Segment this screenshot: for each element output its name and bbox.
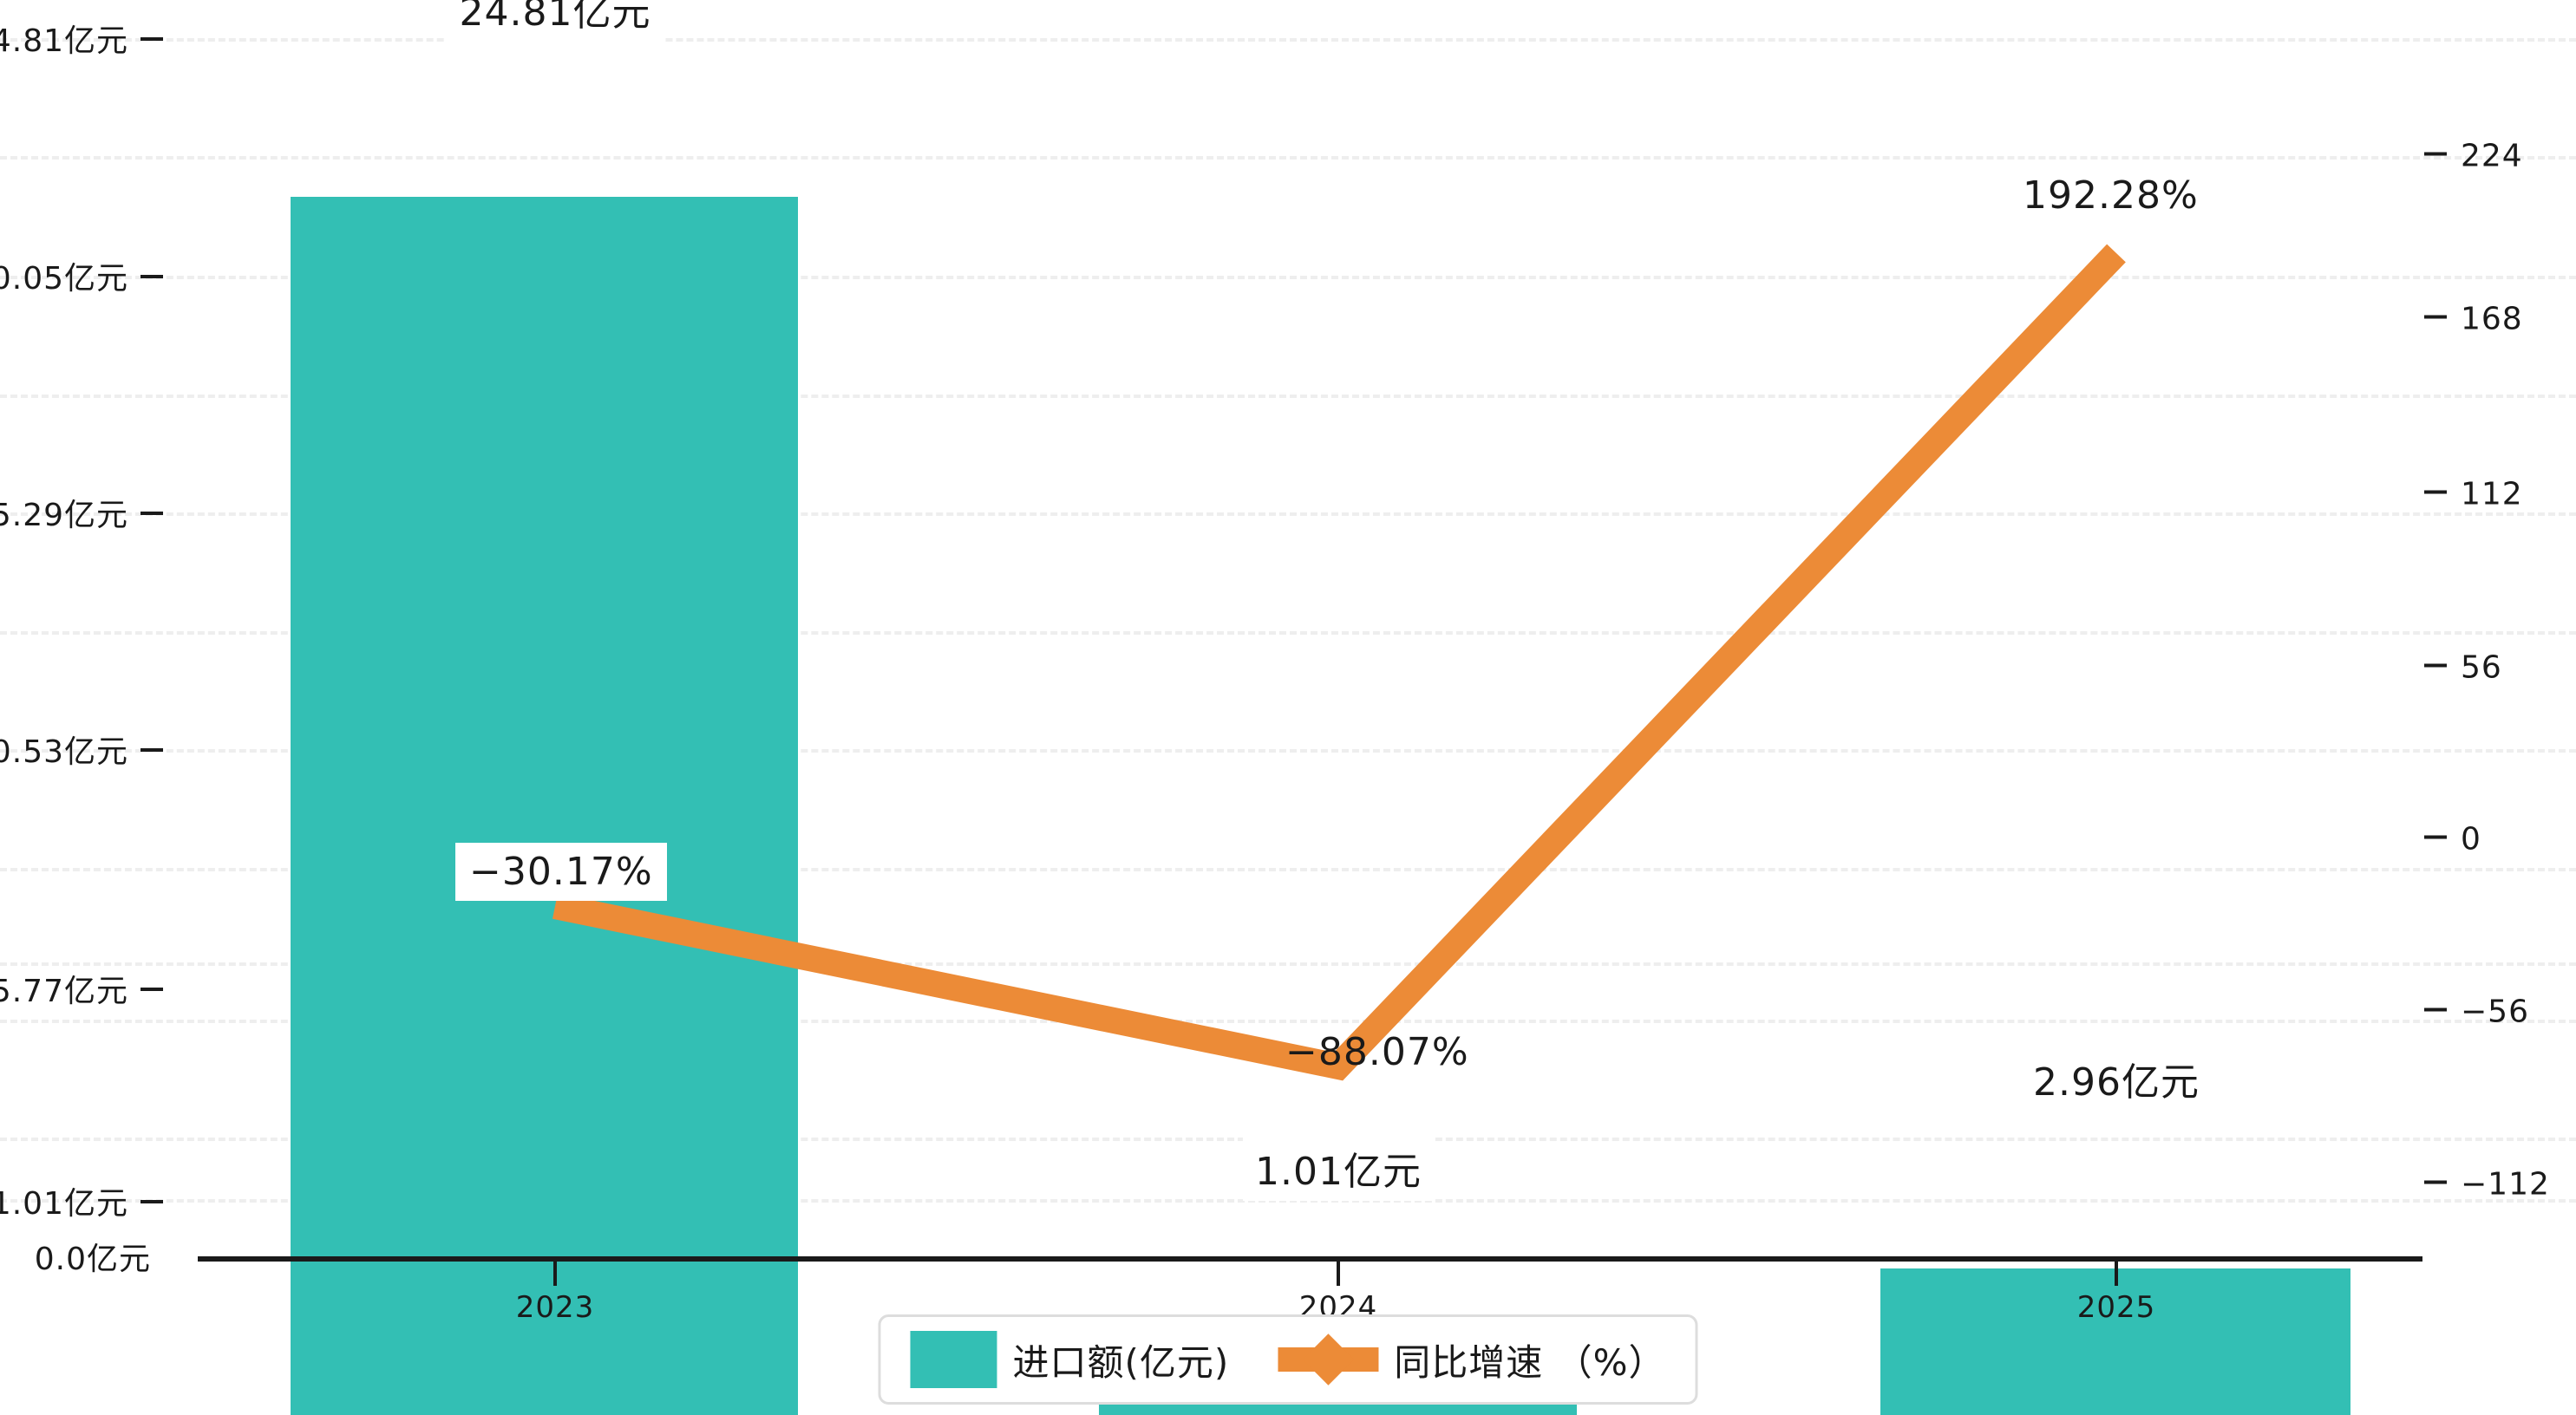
left-axis-tick-label: 1.01亿元 <box>0 1186 128 1222</box>
tick-dash-icon <box>141 1200 163 1203</box>
tick-dash-icon <box>2424 315 2447 319</box>
left-axis-tick: 15.29亿元 <box>0 490 163 535</box>
x-axis-label-2025: 2025 <box>2076 1290 2156 1325</box>
tick-dash-icon <box>141 748 163 752</box>
right-axis-tick-label: −56 <box>2461 994 2529 1030</box>
legend-bar-swatch-icon <box>910 1331 997 1388</box>
line-value-label-2023: −30.17% <box>455 843 667 901</box>
right-axis-tick-label: 112 <box>2461 476 2523 512</box>
right-axis-tick-label: 224 <box>2461 138 2523 174</box>
legend-diamond-marker-icon <box>1302 1333 1354 1386</box>
tick-dash-icon <box>2424 152 2447 156</box>
tick-dash-icon <box>2424 490 2447 494</box>
tick-dash-icon <box>2424 663 2447 668</box>
legend-line-swatch-icon <box>1278 1333 1379 1386</box>
legend-item-import-amount[interactable]: 进口额(亿元) <box>910 1331 1229 1388</box>
x-axis-tick-mark <box>2115 1262 2118 1286</box>
tick-dash-icon <box>2424 1180 2447 1184</box>
bar-value-label-2024: 1.01亿元 <box>1243 1135 1434 1201</box>
left-axis-tick: 10.53亿元 <box>0 727 163 772</box>
right-axis-tick: −112 <box>2424 1167 2550 1203</box>
legend-item-growth-rate[interactable]: 同比增速 （%） <box>1278 1333 1665 1386</box>
line-value-label-2025: 192.28% <box>2023 173 2199 218</box>
left-axis-tick-label: 0.0亿元 <box>34 1242 151 1277</box>
bar-2023[interactable] <box>291 197 798 1415</box>
left-axis-tick: 5.77亿元 <box>0 966 163 1011</box>
right-axis-tick: 112 <box>2424 477 2523 512</box>
right-axis-tick: 0 <box>2424 822 2481 857</box>
right-axis-tick-label: −112 <box>2461 1166 2550 1203</box>
gridline <box>0 156 2576 160</box>
legend-label-import-amount: 进口额(亿元) <box>1012 1340 1230 1384</box>
bar-value-label-2023: 24.81亿元 <box>447 0 664 42</box>
left-axis-tick: 1.01亿元 <box>0 1178 163 1223</box>
x-axis-tick-mark <box>1337 1262 1340 1286</box>
right-axis-tick: 168 <box>2424 302 2523 337</box>
tick-dash-icon <box>141 37 163 41</box>
right-axis-tick: 56 <box>2424 650 2502 686</box>
bar-2025[interactable] <box>1880 1268 2350 1415</box>
left-axis-tick: 0.0亿元 <box>35 1234 163 1279</box>
left-axis-tick-label: 15.29亿元 <box>0 498 128 533</box>
left-axis-tick-label: 20.05亿元 <box>0 261 128 297</box>
tick-dash-icon <box>141 988 163 991</box>
left-axis-tick: 24.81亿元 <box>0 16 163 61</box>
right-axis-tick-label: 168 <box>2461 301 2523 337</box>
tick-dash-icon <box>141 275 163 278</box>
right-axis-tick-label: 0 <box>2461 821 2481 857</box>
x-axis-tick-mark <box>553 1262 557 1286</box>
line-value-label-2024: −88.07% <box>1285 1030 1469 1074</box>
chart-legend: 进口额(亿元) 同比增速 （%） <box>878 1314 1698 1405</box>
tick-dash-icon <box>2424 835 2447 839</box>
tick-dash-icon <box>141 512 163 515</box>
bar-value-label-2025: 2.96亿元 <box>2021 1046 2212 1112</box>
right-axis-tick: 224 <box>2424 139 2523 174</box>
gridline <box>0 1199 2576 1203</box>
legend-label-growth-rate: 同比增速 （%） <box>1394 1340 1666 1384</box>
tick-dash-icon <box>2424 1007 2447 1012</box>
gridline <box>0 38 2576 42</box>
left-axis-tick: 20.05亿元 <box>0 253 163 298</box>
x-axis-label-2023: 2023 <box>515 1290 595 1325</box>
left-axis-tick-label: 10.53亿元 <box>0 734 128 770</box>
right-axis-tick-label: 56 <box>2461 649 2502 686</box>
right-axis-tick: −56 <box>2424 994 2529 1030</box>
left-axis-tick-label: 5.77亿元 <box>0 974 128 1009</box>
x-axis-baseline <box>198 1256 2422 1262</box>
left-axis-tick-label: 24.81亿元 <box>0 23 128 59</box>
